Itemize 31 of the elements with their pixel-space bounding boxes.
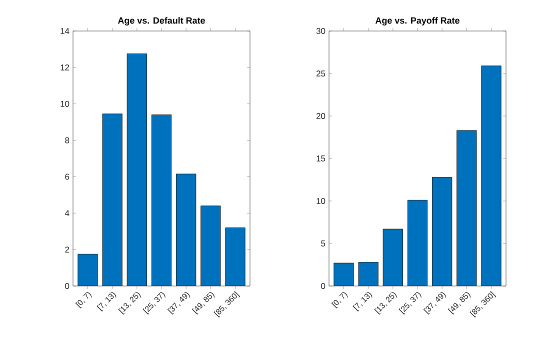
bar	[334, 263, 354, 286]
bar	[456, 130, 477, 286]
bar	[481, 66, 502, 286]
bar	[200, 206, 221, 286]
y-tick-label: 30	[316, 28, 326, 34]
y-tick-label: 6	[65, 174, 70, 180]
y-tick-label: 8	[65, 137, 70, 144]
bar	[383, 229, 403, 286]
bar	[102, 114, 122, 286]
bar	[225, 227, 246, 286]
y-tick-label: 10	[60, 100, 70, 107]
y-tick-label: 2	[65, 246, 70, 253]
y-tick-label: 12	[60, 64, 70, 70]
bar	[432, 177, 452, 286]
chart-title: Age vs. Default Rate	[118, 17, 205, 26]
y-tick-label: 14	[60, 28, 70, 34]
y-tick-label: 4	[64, 210, 70, 216]
bar	[358, 262, 378, 286]
bar	[176, 174, 196, 286]
bar	[152, 114, 172, 286]
y-tick-label: 10	[316, 198, 326, 204]
bar	[127, 54, 147, 286]
y-tick-label: 0	[65, 283, 70, 289]
y-tick-label: 15	[316, 156, 326, 162]
bar	[408, 200, 428, 286]
bar	[78, 254, 98, 286]
y-tick-label: 20	[316, 113, 326, 119]
y-tick-label: 5	[321, 240, 326, 246]
y-tick-label: 0	[321, 283, 326, 289]
y-tick-label: 25	[316, 70, 326, 76]
chart-title: Age vs. Payoff Rate	[375, 17, 460, 26]
